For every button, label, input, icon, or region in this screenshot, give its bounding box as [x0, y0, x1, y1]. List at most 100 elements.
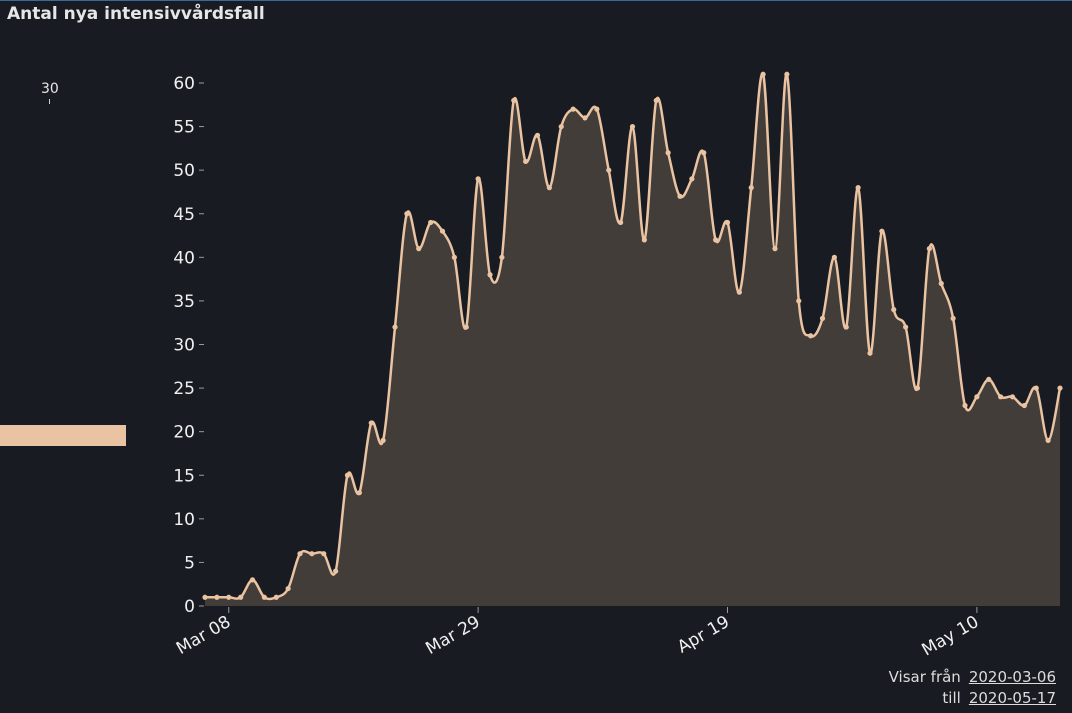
data-point: [713, 237, 719, 243]
overview-axis-label: 30: [41, 81, 59, 97]
data-point: [998, 394, 1004, 400]
x-tick-label: Mar 08: [173, 612, 234, 659]
top-border: [0, 0, 1072, 1]
data-point: [808, 333, 814, 339]
series-line: [205, 72, 1062, 601]
x-tick-label: Apr 19: [674, 612, 733, 658]
data-point: [356, 490, 362, 496]
data-point: [463, 324, 469, 330]
data-point: [249, 577, 256, 583]
range-to-label: till: [942, 689, 961, 707]
data-point: [570, 106, 576, 112]
data-point: [891, 307, 897, 313]
series-area: [205, 73, 1060, 606]
data-point: [606, 167, 612, 173]
data-point: [214, 594, 220, 600]
data-point: [546, 185, 552, 191]
data-point: [1057, 385, 1063, 391]
data-point: [380, 437, 386, 443]
data-point: [926, 246, 932, 252]
data-point: [962, 402, 968, 409]
data-point: [333, 568, 339, 574]
data-point: [475, 176, 481, 182]
overview-axis-tick: [49, 99, 50, 104]
data-point: [285, 585, 291, 592]
range-from-label: Visar från: [888, 668, 961, 686]
data-point: [724, 219, 731, 226]
data-point: [914, 385, 921, 391]
y-tick-label: 35: [173, 292, 195, 312]
data-point: [641, 237, 647, 243]
data-point: [523, 158, 529, 165]
data-point: [309, 551, 315, 557]
x-tick-label: May 10: [919, 612, 983, 660]
y-tick-label: 25: [173, 379, 195, 399]
range-from: Visar från 2020-03-06: [889, 668, 1056, 686]
data-point: [511, 97, 517, 104]
range-to-date[interactable]: 2020-05-17: [968, 689, 1056, 707]
y-tick-label: 15: [173, 466, 195, 486]
data-point: [261, 594, 267, 600]
data-point: [392, 324, 398, 330]
chart-title: Antal nya intensivvårdsfall: [7, 4, 265, 24]
y-tick-label: 40: [173, 248, 195, 268]
data-point: [618, 219, 624, 226]
data-point: [416, 246, 422, 252]
data-point: [487, 272, 493, 278]
data-point: [760, 71, 766, 77]
data-point: [558, 123, 564, 130]
y-tick-label: 10: [173, 510, 195, 530]
data-point: [665, 150, 671, 156]
data-point: [772, 246, 778, 252]
x-axis: Mar 08 Mar 29 Apr 19 May 10: [173, 607, 982, 660]
data-point: [1033, 385, 1039, 391]
data-point: [202, 594, 208, 600]
data-point: [582, 115, 588, 121]
y-tick-label: 30: [173, 336, 195, 356]
data-point: [843, 324, 849, 330]
data-point: [238, 594, 244, 600]
y-tick-label: 20: [173, 423, 195, 443]
range-from-date[interactable]: 2020-03-06: [968, 668, 1056, 686]
data-point: [428, 219, 434, 226]
data-point: [986, 376, 992, 382]
range-to: till 2020-05-17: [942, 689, 1056, 707]
y-tick-label: 45: [173, 205, 195, 225]
data-point: [1045, 437, 1051, 443]
data-point: [1009, 394, 1016, 400]
overview-bar[interactable]: [0, 425, 126, 446]
data-point: [226, 594, 232, 600]
data-point: [867, 350, 873, 356]
y-tick-label: 60: [173, 74, 195, 94]
data-point: [1021, 402, 1027, 409]
y-axis: 0 5 10 15 20 25 30 35 40 45 50 55 60: [173, 74, 204, 617]
data-point: [368, 420, 374, 426]
data-point: [748, 185, 754, 191]
data-point: [819, 315, 826, 321]
data-point: [404, 211, 410, 217]
x-tick-label: Mar 29: [422, 612, 483, 659]
y-tick-label: 5: [184, 553, 195, 573]
series-points: [202, 71, 1063, 600]
data-point: [499, 254, 505, 260]
data-point: [736, 289, 742, 295]
data-point: [653, 97, 659, 104]
data-point: [855, 185, 861, 191]
data-point: [796, 298, 802, 304]
data-point: [701, 150, 707, 156]
data-point: [451, 254, 457, 260]
data-point: [273, 594, 279, 600]
data-point: [321, 551, 327, 557]
data-point: [344, 472, 351, 478]
y-tick-label: 50: [173, 161, 195, 181]
data-point: [974, 394, 980, 400]
data-point: [950, 315, 956, 321]
data-point: [784, 71, 790, 77]
data-point: [439, 228, 446, 234]
y-tick-label: 0: [184, 597, 195, 617]
data-point: [879, 228, 885, 234]
data-point: [938, 280, 944, 287]
data-point: [903, 324, 909, 330]
data-point: [689, 176, 695, 182]
